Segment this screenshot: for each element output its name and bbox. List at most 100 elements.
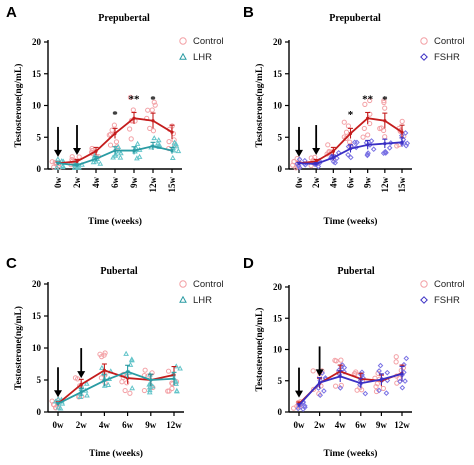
replicate-point (99, 354, 105, 360)
replicate-point (97, 160, 104, 166)
replicate-point (54, 164, 60, 170)
legend-marker-control (179, 37, 187, 45)
mean-point (338, 374, 342, 378)
replicate-point (169, 385, 175, 392)
replicate-point (55, 395, 62, 402)
x-tick-label: 4w (99, 420, 111, 430)
mean-point (151, 119, 155, 123)
replicate-point (354, 139, 360, 146)
replicate-point (373, 383, 379, 390)
x-tick-label: 12w (394, 420, 410, 430)
replicate-point (311, 386, 317, 392)
down-arrow-head-icon (312, 148, 321, 156)
replicate-point (74, 164, 81, 170)
mean-point (132, 116, 136, 120)
x-tick-label: 6w (355, 420, 367, 430)
down-arrow-head-icon (73, 148, 81, 156)
replicate-point (332, 159, 339, 166)
mean-point (172, 377, 176, 381)
replicate-point (127, 126, 133, 132)
replicate-point (151, 99, 157, 105)
y-tick-label: 15 (273, 313, 283, 323)
replicate-point (360, 134, 366, 140)
legend-marker-fshr (420, 53, 428, 61)
replicate-point (361, 125, 367, 132)
series-line-fshr (298, 373, 403, 406)
mean-point (170, 130, 174, 134)
replicate-point (142, 367, 148, 373)
x-tick-label: 2w (314, 420, 326, 430)
replicate-point (380, 150, 387, 156)
mean-point (149, 378, 153, 382)
mean-point (56, 402, 60, 406)
legend-label-fshr: FSHR (434, 52, 460, 63)
replicate-point (296, 156, 303, 163)
significance-label: ** (129, 93, 141, 105)
y-tick-label: 0 (37, 407, 42, 417)
mean-point (383, 142, 387, 146)
x-tick-label: 2w (76, 420, 88, 430)
replicate-point (402, 378, 408, 384)
legend-marker-lhr (179, 295, 187, 303)
y-tick-label: 0 (278, 407, 283, 417)
x-tick-label: 0w (53, 420, 65, 430)
y-tick-label: 10 (32, 101, 42, 111)
replicate-point (345, 123, 352, 129)
mean-point (400, 140, 404, 144)
replicate-point (383, 149, 389, 156)
y-tick-label: 10 (32, 343, 42, 353)
significance-label: * (112, 109, 118, 121)
replicate-point (380, 385, 387, 392)
replicate-point (112, 152, 119, 158)
legend-label-control: Control (434, 36, 465, 47)
replicate-point (151, 135, 158, 141)
replicate-point (169, 154, 176, 160)
y-axis-label: Testosterone(ng/mL) (254, 64, 265, 148)
x-tick-label: 0w (294, 177, 304, 189)
x-axis-label: Time (weeks) (88, 216, 142, 227)
replicate-point (397, 378, 403, 385)
replicate-point (295, 405, 301, 412)
replicate-point (165, 388, 171, 394)
replicate-point (333, 383, 339, 389)
replicate-point (393, 354, 399, 360)
mean-point (75, 159, 79, 163)
replicate-point (55, 404, 62, 410)
replicate-point (386, 145, 393, 151)
y-tick-label: 15 (273, 69, 283, 79)
panel-letter: D (243, 255, 254, 272)
legend-marker-control (420, 280, 428, 288)
down-arrow-head-icon (54, 390, 62, 398)
replicate-point (59, 400, 66, 406)
mean-point (331, 155, 335, 160)
replicate-point (127, 94, 134, 100)
legend-label-lhr: LHR (193, 295, 212, 306)
replicate-point (127, 390, 133, 396)
mean-point (79, 390, 83, 394)
x-axis-label: Time (weeks) (89, 448, 143, 459)
replicate-point (310, 368, 316, 374)
legend-marker-fshr (420, 296, 428, 304)
replicate-point (367, 97, 373, 104)
replicate-point (290, 162, 296, 168)
legend-marker-lhr (179, 52, 187, 60)
significance-label: * (150, 94, 156, 106)
replicate-point (155, 140, 161, 146)
replicate-point (149, 107, 155, 113)
significance-label: ** (362, 93, 374, 105)
replicate-point (370, 146, 377, 153)
significance-label: * (382, 94, 388, 106)
replicate-point (347, 154, 354, 161)
replicate-point (101, 382, 108, 388)
replicate-point (402, 130, 409, 136)
mean-point (170, 148, 174, 153)
legend-label-control: Control (434, 279, 465, 290)
replicate-point (376, 387, 382, 394)
panel-letter: A (6, 4, 17, 21)
x-tick-label: 12w (380, 177, 390, 193)
mean-point (314, 162, 318, 166)
x-tick-label: 4w (328, 177, 338, 189)
mean-point (297, 161, 301, 165)
down-arrow-head-icon (77, 371, 86, 379)
x-tick-label: 9w (363, 177, 373, 189)
